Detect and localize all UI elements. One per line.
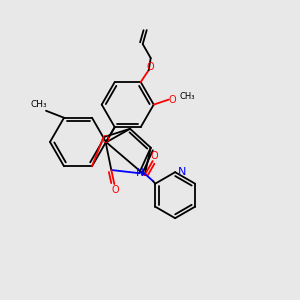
Text: O: O (151, 151, 158, 161)
Text: CH₃: CH₃ (31, 100, 47, 109)
Text: O: O (147, 62, 154, 72)
Text: CH₃: CH₃ (180, 92, 195, 101)
Text: N: N (136, 168, 144, 178)
Text: O: O (112, 185, 119, 195)
Text: N: N (178, 167, 187, 177)
Text: O: O (102, 135, 109, 145)
Text: O: O (169, 94, 176, 105)
